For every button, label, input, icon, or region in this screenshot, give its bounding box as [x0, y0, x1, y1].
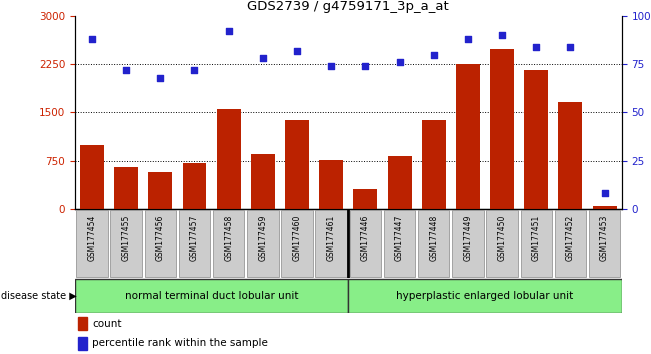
- Point: [258, 56, 268, 61]
- Text: GSM177459: GSM177459: [258, 215, 268, 261]
- FancyBboxPatch shape: [247, 210, 279, 277]
- Point: [463, 36, 473, 42]
- FancyBboxPatch shape: [555, 210, 586, 277]
- Text: GSM177456: GSM177456: [156, 215, 165, 261]
- Bar: [77, 318, 87, 330]
- Text: GSM177451: GSM177451: [532, 215, 541, 261]
- Text: GSM177458: GSM177458: [224, 215, 233, 261]
- FancyBboxPatch shape: [213, 210, 244, 277]
- FancyBboxPatch shape: [75, 279, 348, 313]
- Title: GDS2739 / g4759171_3p_a_at: GDS2739 / g4759171_3p_a_at: [247, 0, 449, 13]
- Point: [531, 44, 542, 50]
- Point: [223, 29, 234, 34]
- FancyBboxPatch shape: [384, 210, 415, 277]
- FancyBboxPatch shape: [486, 210, 518, 277]
- Bar: [559, 102, 583, 209]
- Text: GSM177455: GSM177455: [122, 215, 131, 261]
- Text: GSM177460: GSM177460: [292, 215, 301, 261]
- Text: normal terminal duct lobular unit: normal terminal duct lobular unit: [125, 291, 298, 301]
- Point: [497, 33, 507, 38]
- Bar: [524, 70, 548, 209]
- FancyBboxPatch shape: [589, 210, 620, 277]
- Point: [565, 44, 575, 50]
- Text: GSM177461: GSM177461: [327, 215, 336, 261]
- Bar: [285, 120, 309, 209]
- Point: [155, 75, 165, 80]
- FancyBboxPatch shape: [281, 210, 312, 277]
- Point: [600, 190, 610, 196]
- Point: [360, 63, 370, 69]
- Text: percentile rank within the sample: percentile rank within the sample: [92, 338, 268, 348]
- FancyBboxPatch shape: [179, 210, 210, 277]
- Point: [326, 63, 337, 69]
- Text: GSM177447: GSM177447: [395, 215, 404, 261]
- Point: [189, 67, 200, 73]
- Bar: [80, 144, 104, 209]
- Text: GSM177453: GSM177453: [600, 215, 609, 261]
- Text: disease state ▶: disease state ▶: [1, 291, 77, 301]
- Point: [395, 59, 405, 65]
- FancyBboxPatch shape: [418, 210, 449, 277]
- Bar: [456, 63, 480, 209]
- Point: [428, 52, 439, 57]
- FancyBboxPatch shape: [76, 210, 107, 277]
- FancyBboxPatch shape: [452, 210, 484, 277]
- Bar: [148, 172, 173, 209]
- Bar: [217, 109, 241, 209]
- Text: count: count: [92, 319, 122, 329]
- FancyBboxPatch shape: [348, 279, 622, 313]
- Text: GSM177452: GSM177452: [566, 215, 575, 261]
- Bar: [490, 49, 514, 209]
- Point: [292, 48, 302, 53]
- Text: hyperplastic enlarged lobular unit: hyperplastic enlarged lobular unit: [396, 291, 574, 301]
- Point: [121, 67, 132, 73]
- Text: GSM177457: GSM177457: [190, 215, 199, 261]
- Bar: [77, 337, 87, 350]
- Bar: [592, 206, 616, 209]
- Bar: [387, 156, 411, 209]
- FancyBboxPatch shape: [521, 210, 552, 277]
- Text: GSM177448: GSM177448: [429, 215, 438, 261]
- Text: GSM177446: GSM177446: [361, 215, 370, 261]
- FancyBboxPatch shape: [350, 210, 381, 277]
- Bar: [251, 154, 275, 209]
- Bar: [353, 189, 378, 209]
- Bar: [114, 167, 138, 209]
- FancyBboxPatch shape: [111, 210, 142, 277]
- Bar: [182, 163, 206, 209]
- Text: GSM177449: GSM177449: [464, 215, 473, 261]
- FancyBboxPatch shape: [145, 210, 176, 277]
- Bar: [422, 120, 446, 209]
- Text: GSM177450: GSM177450: [497, 215, 506, 261]
- Point: [87, 36, 97, 42]
- FancyBboxPatch shape: [316, 210, 347, 277]
- Bar: [319, 160, 343, 209]
- Text: GSM177454: GSM177454: [87, 215, 96, 261]
